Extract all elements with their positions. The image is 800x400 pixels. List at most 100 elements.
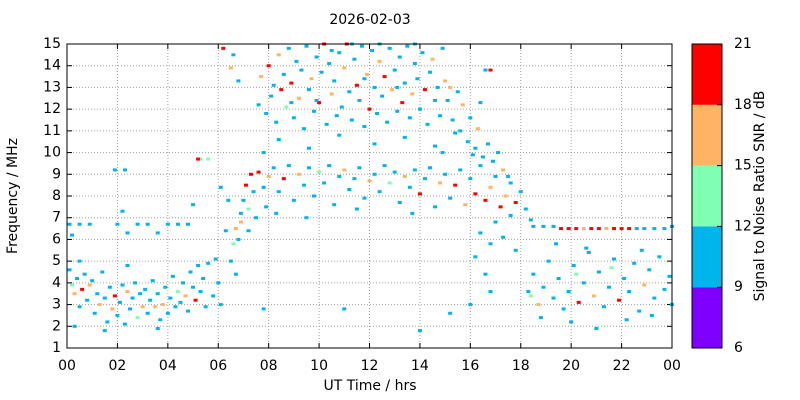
- data-cell: [329, 92, 334, 96]
- data-cell: [536, 303, 541, 307]
- data-cell: [596, 270, 601, 274]
- data-cell: [460, 103, 465, 107]
- y-tick-label: 8: [52, 188, 61, 204]
- data-cell: [249, 172, 254, 176]
- data-cell: [463, 203, 468, 207]
- data-cell: [271, 166, 276, 170]
- x-tick-label: 12: [361, 358, 379, 374]
- data-cell: [574, 227, 579, 231]
- colorbar-label: Signal to Noise Ratio SNR / dB: [752, 91, 768, 302]
- data-cell: [362, 196, 367, 200]
- colorbar-segment: [692, 287, 722, 348]
- data-cell: [228, 259, 233, 263]
- y-tick-label: 5: [52, 253, 61, 269]
- data-cell: [77, 222, 82, 226]
- data-cell: [405, 44, 410, 48]
- data-cell: [296, 172, 301, 176]
- data-cell: [428, 70, 432, 74]
- data-cell: [639, 248, 644, 252]
- data-cell: [95, 292, 100, 296]
- data-cell: [155, 231, 160, 235]
- data-cell: [165, 311, 170, 315]
- data-cell: [301, 183, 306, 187]
- data-cell: [332, 79, 337, 83]
- data-cell: [518, 190, 523, 194]
- data-cell: [538, 316, 543, 320]
- data-cell: [417, 107, 422, 111]
- data-cell: [612, 227, 617, 231]
- data-cell: [417, 329, 422, 333]
- data-cell: [112, 168, 117, 172]
- data-cell: [410, 211, 415, 215]
- data-cell: [327, 62, 332, 66]
- data-cell: [478, 231, 483, 235]
- data-cell: [337, 51, 342, 55]
- data-cell: [264, 111, 269, 115]
- data-cell: [493, 220, 498, 224]
- data-cell: [319, 70, 324, 74]
- data-cell: [276, 53, 281, 57]
- data-cell: [627, 290, 632, 294]
- data-cell: [120, 283, 125, 287]
- data-cell: [256, 103, 261, 107]
- data-cell: [148, 298, 153, 302]
- data-cell: [667, 274, 672, 278]
- data-cell: [243, 183, 248, 187]
- data-cell: [584, 246, 589, 250]
- data-cell: [251, 190, 256, 194]
- data-cell: [188, 270, 193, 274]
- data-cell: [354, 207, 359, 211]
- data-cell: [483, 68, 488, 72]
- data-cell: [475, 127, 480, 131]
- y-tick-label: 9: [52, 166, 61, 182]
- data-cell: [135, 222, 140, 226]
- data-cell: [468, 116, 473, 120]
- data-cell: [402, 81, 407, 85]
- data-cell: [528, 294, 533, 298]
- data-cell: [352, 57, 357, 61]
- data-cell: [417, 192, 422, 196]
- data-cell: [435, 85, 440, 89]
- data-cell: [415, 77, 420, 81]
- data-cell: [289, 81, 294, 85]
- data-cell: [196, 263, 201, 267]
- y-tick-label: 1: [52, 340, 61, 356]
- data-cell: [317, 170, 322, 174]
- data-cell: [468, 177, 473, 181]
- data-cell: [233, 227, 238, 231]
- data-cell: [301, 127, 306, 131]
- data-cell: [392, 170, 397, 174]
- x-tick-label: 02: [109, 358, 127, 374]
- data-cell: [307, 146, 311, 150]
- data-cell: [206, 157, 211, 161]
- data-cell: [334, 114, 339, 118]
- data-cell: [145, 222, 150, 226]
- data-cell: [153, 305, 158, 309]
- data-cell: [259, 75, 264, 79]
- data-cell: [198, 157, 203, 161]
- data-cell: [377, 59, 382, 63]
- colorbar-tick-label: 21: [734, 36, 752, 52]
- data-cell: [160, 303, 165, 307]
- data-cell: [150, 279, 155, 283]
- data-cell: [382, 164, 387, 168]
- data-cell: [609, 266, 614, 270]
- data-cell: [566, 227, 571, 231]
- y-tick-label: 12: [43, 101, 61, 117]
- data-cell: [632, 261, 637, 265]
- data-cell: [382, 75, 387, 79]
- data-cell: [571, 263, 576, 267]
- data-cell: [458, 129, 463, 133]
- data-cell: [271, 83, 276, 87]
- data-cell: [407, 185, 412, 189]
- data-cell: [347, 90, 352, 94]
- x-tick-label: 08: [260, 358, 278, 374]
- data-cell: [478, 164, 483, 168]
- data-cell: [541, 224, 546, 228]
- data-cell: [410, 92, 415, 96]
- data-cell: [125, 290, 130, 294]
- data-cell: [586, 250, 591, 254]
- data-cell: [90, 279, 95, 283]
- data-cell: [213, 257, 218, 261]
